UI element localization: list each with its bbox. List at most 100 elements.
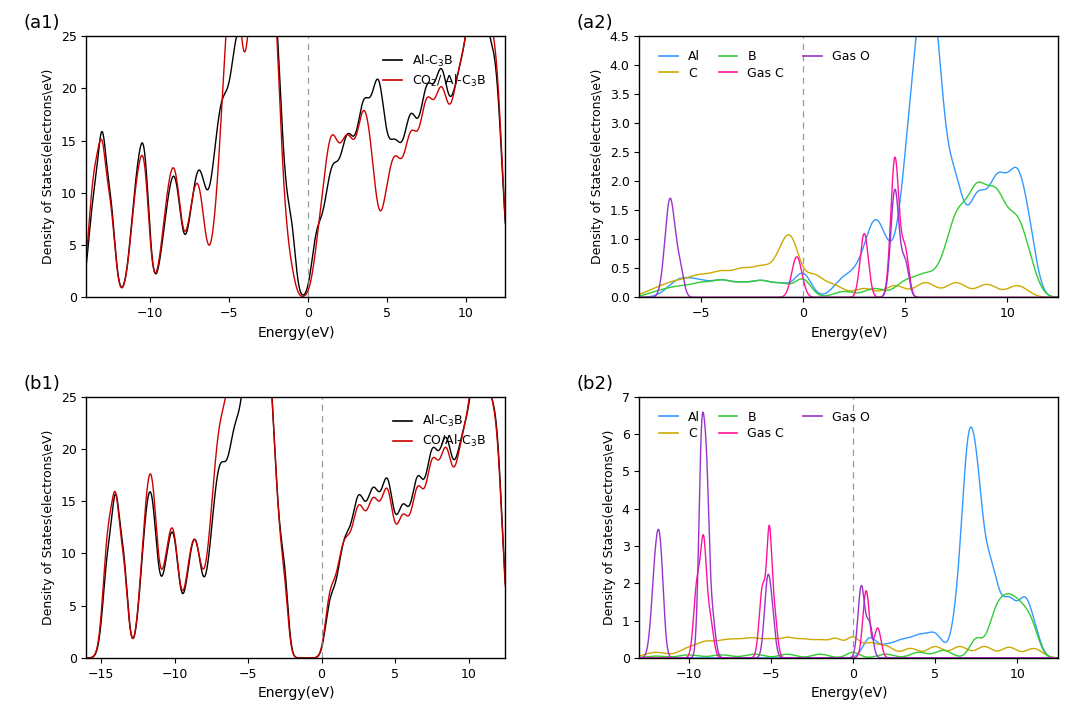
X-axis label: Energy(eV): Energy(eV) xyxy=(810,325,888,340)
Al xyxy=(1052,293,1065,301)
C xyxy=(946,279,959,288)
C xyxy=(671,648,684,656)
C xyxy=(905,284,918,293)
Gas C xyxy=(767,578,780,586)
Gas C xyxy=(836,654,849,662)
Gas O xyxy=(1047,293,1059,301)
Legend: Al, C, B, Gas C, Gas O: Al, C, B, Gas C, Gas O xyxy=(654,45,875,85)
Gas C xyxy=(633,654,646,662)
Gas O xyxy=(836,654,849,662)
Gas O xyxy=(946,293,959,301)
Al xyxy=(977,185,990,194)
Gas C xyxy=(633,293,646,301)
C xyxy=(1037,649,1050,658)
Gas C xyxy=(710,293,723,301)
Line: B: B xyxy=(639,182,1058,297)
Line: Al: Al xyxy=(639,0,1058,297)
Al xyxy=(885,236,897,245)
B xyxy=(710,276,723,285)
Al xyxy=(964,423,977,432)
Gas C xyxy=(1052,654,1065,662)
Al xyxy=(1007,594,1020,603)
Gas C xyxy=(998,654,1011,662)
Gas C xyxy=(671,654,684,662)
Al xyxy=(767,654,780,662)
B xyxy=(767,652,780,661)
Gas O xyxy=(1052,654,1065,662)
Al xyxy=(710,275,723,284)
Gas C xyxy=(885,211,897,220)
B xyxy=(1037,646,1050,655)
B xyxy=(879,650,892,659)
B xyxy=(1001,589,1014,598)
C xyxy=(885,282,897,291)
C xyxy=(710,268,723,276)
Gas O xyxy=(793,293,806,301)
Gas O xyxy=(989,654,1002,662)
Gas O xyxy=(1007,654,1020,662)
X-axis label: Energy(eV): Energy(eV) xyxy=(810,686,888,700)
X-axis label: Energy(eV): Energy(eV) xyxy=(257,325,335,340)
Gas C xyxy=(879,652,892,661)
Legend: Al, C, B, Gas C, Gas O: Al, C, B, Gas C, Gas O xyxy=(654,406,875,445)
Y-axis label: Density of States(electrons\eV): Density of States(electrons\eV) xyxy=(591,69,604,265)
B xyxy=(905,273,918,282)
C xyxy=(782,231,795,239)
Gas O xyxy=(889,185,902,194)
Al xyxy=(793,270,806,278)
Line: C: C xyxy=(639,235,1058,297)
Text: (b2): (b2) xyxy=(577,375,613,393)
Al xyxy=(633,293,646,301)
Line: Gas O: Gas O xyxy=(639,189,1058,297)
Gas O xyxy=(1037,654,1050,662)
Gas C xyxy=(977,293,990,301)
Gas O xyxy=(879,654,892,662)
B xyxy=(633,653,646,662)
Gas O xyxy=(1052,293,1065,301)
X-axis label: Energy(eV): Energy(eV) xyxy=(257,686,335,700)
B xyxy=(946,218,959,227)
Gas O xyxy=(905,287,918,296)
Gas O xyxy=(977,293,990,301)
Gas O xyxy=(767,606,780,615)
Al xyxy=(671,654,684,662)
Gas C xyxy=(793,258,806,267)
Line: Gas C: Gas C xyxy=(639,157,1058,297)
Gas C xyxy=(905,285,918,294)
Al xyxy=(879,640,892,649)
Y-axis label: Density of States(electrons\eV): Density of States(electrons\eV) xyxy=(42,69,55,265)
Line: Al: Al xyxy=(639,427,1058,658)
Gas C xyxy=(1047,293,1059,301)
Al xyxy=(633,654,646,662)
B xyxy=(633,291,646,300)
Gas C xyxy=(1052,293,1065,301)
C xyxy=(836,636,849,644)
Line: Gas O: Gas O xyxy=(639,412,1058,658)
C xyxy=(1007,643,1020,652)
Text: (b1): (b1) xyxy=(24,375,60,393)
Gas C xyxy=(762,521,775,529)
Y-axis label: Density of States(electrons\eV): Density of States(electrons\eV) xyxy=(603,429,617,625)
Gas O xyxy=(671,654,684,662)
Gas O xyxy=(633,293,646,301)
Text: (a1): (a1) xyxy=(24,14,60,33)
Gas O xyxy=(710,293,723,301)
Gas O xyxy=(633,654,646,662)
Gas C xyxy=(889,153,902,161)
C xyxy=(846,633,859,641)
Legend: Al-C$_3$B, CO$_2$/ Al-C$_3$B: Al-C$_3$B, CO$_2$/ Al-C$_3$B xyxy=(378,48,490,93)
C xyxy=(879,641,892,650)
B xyxy=(671,652,684,661)
C xyxy=(977,281,990,289)
B xyxy=(836,652,849,661)
B xyxy=(1052,654,1065,662)
C xyxy=(633,651,646,660)
Gas C xyxy=(1007,654,1020,662)
Gas C xyxy=(1037,654,1050,662)
Text: (a2): (a2) xyxy=(577,14,613,33)
B xyxy=(885,285,897,294)
Al xyxy=(946,155,959,164)
B xyxy=(1052,293,1065,301)
Al xyxy=(1037,644,1050,653)
C xyxy=(793,254,806,262)
